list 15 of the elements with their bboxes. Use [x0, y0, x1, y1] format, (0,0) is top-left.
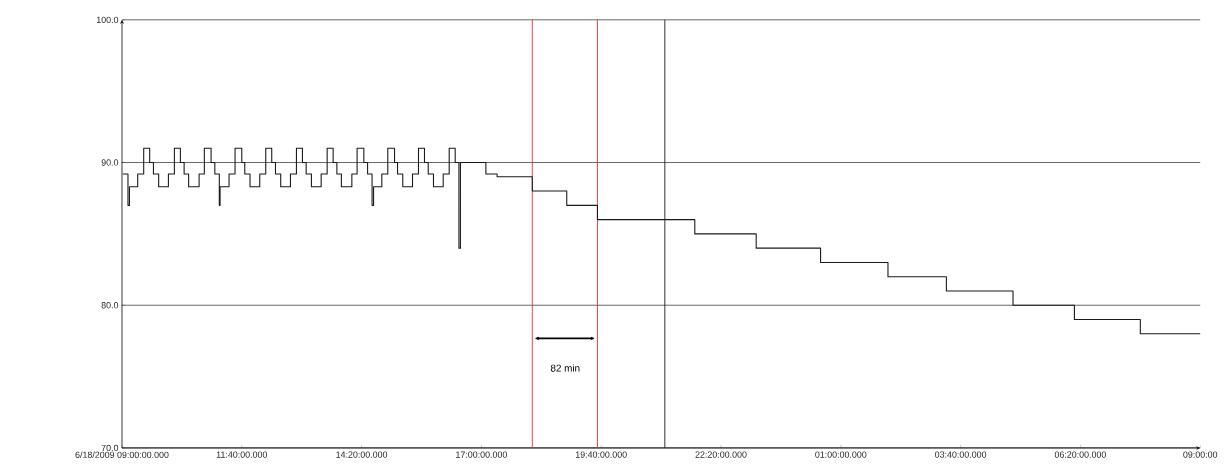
x-tick-label: 09:00:00: [1183, 451, 1218, 458]
x-tick-label: 14:20:00.000: [336, 451, 388, 458]
x-tick-label: 01:00:00.000: [815, 451, 867, 458]
x-tick-label: 06:20:00.000: [1054, 451, 1106, 458]
y-tick-label: 70.0: [101, 444, 119, 452]
x-tick-label: 03:40:00.000: [935, 451, 987, 458]
x-tick-label: 11:40:00.000: [216, 451, 268, 458]
annotation: 82 min: [550, 364, 580, 372]
x-tick-label: 6/18/2009 09:00:00.000: [75, 451, 169, 459]
x-tick-label: 19:40:00.000: [575, 451, 627, 458]
y-tick-label: 90.0: [101, 159, 119, 166]
x-tick-label: 17:00:00.000: [456, 451, 507, 458]
y-tick-label: 100.0: [96, 16, 119, 24]
x-tick-label: 22:20:00.000: [695, 451, 747, 458]
y-tick-label: 80.0: [101, 302, 119, 309]
